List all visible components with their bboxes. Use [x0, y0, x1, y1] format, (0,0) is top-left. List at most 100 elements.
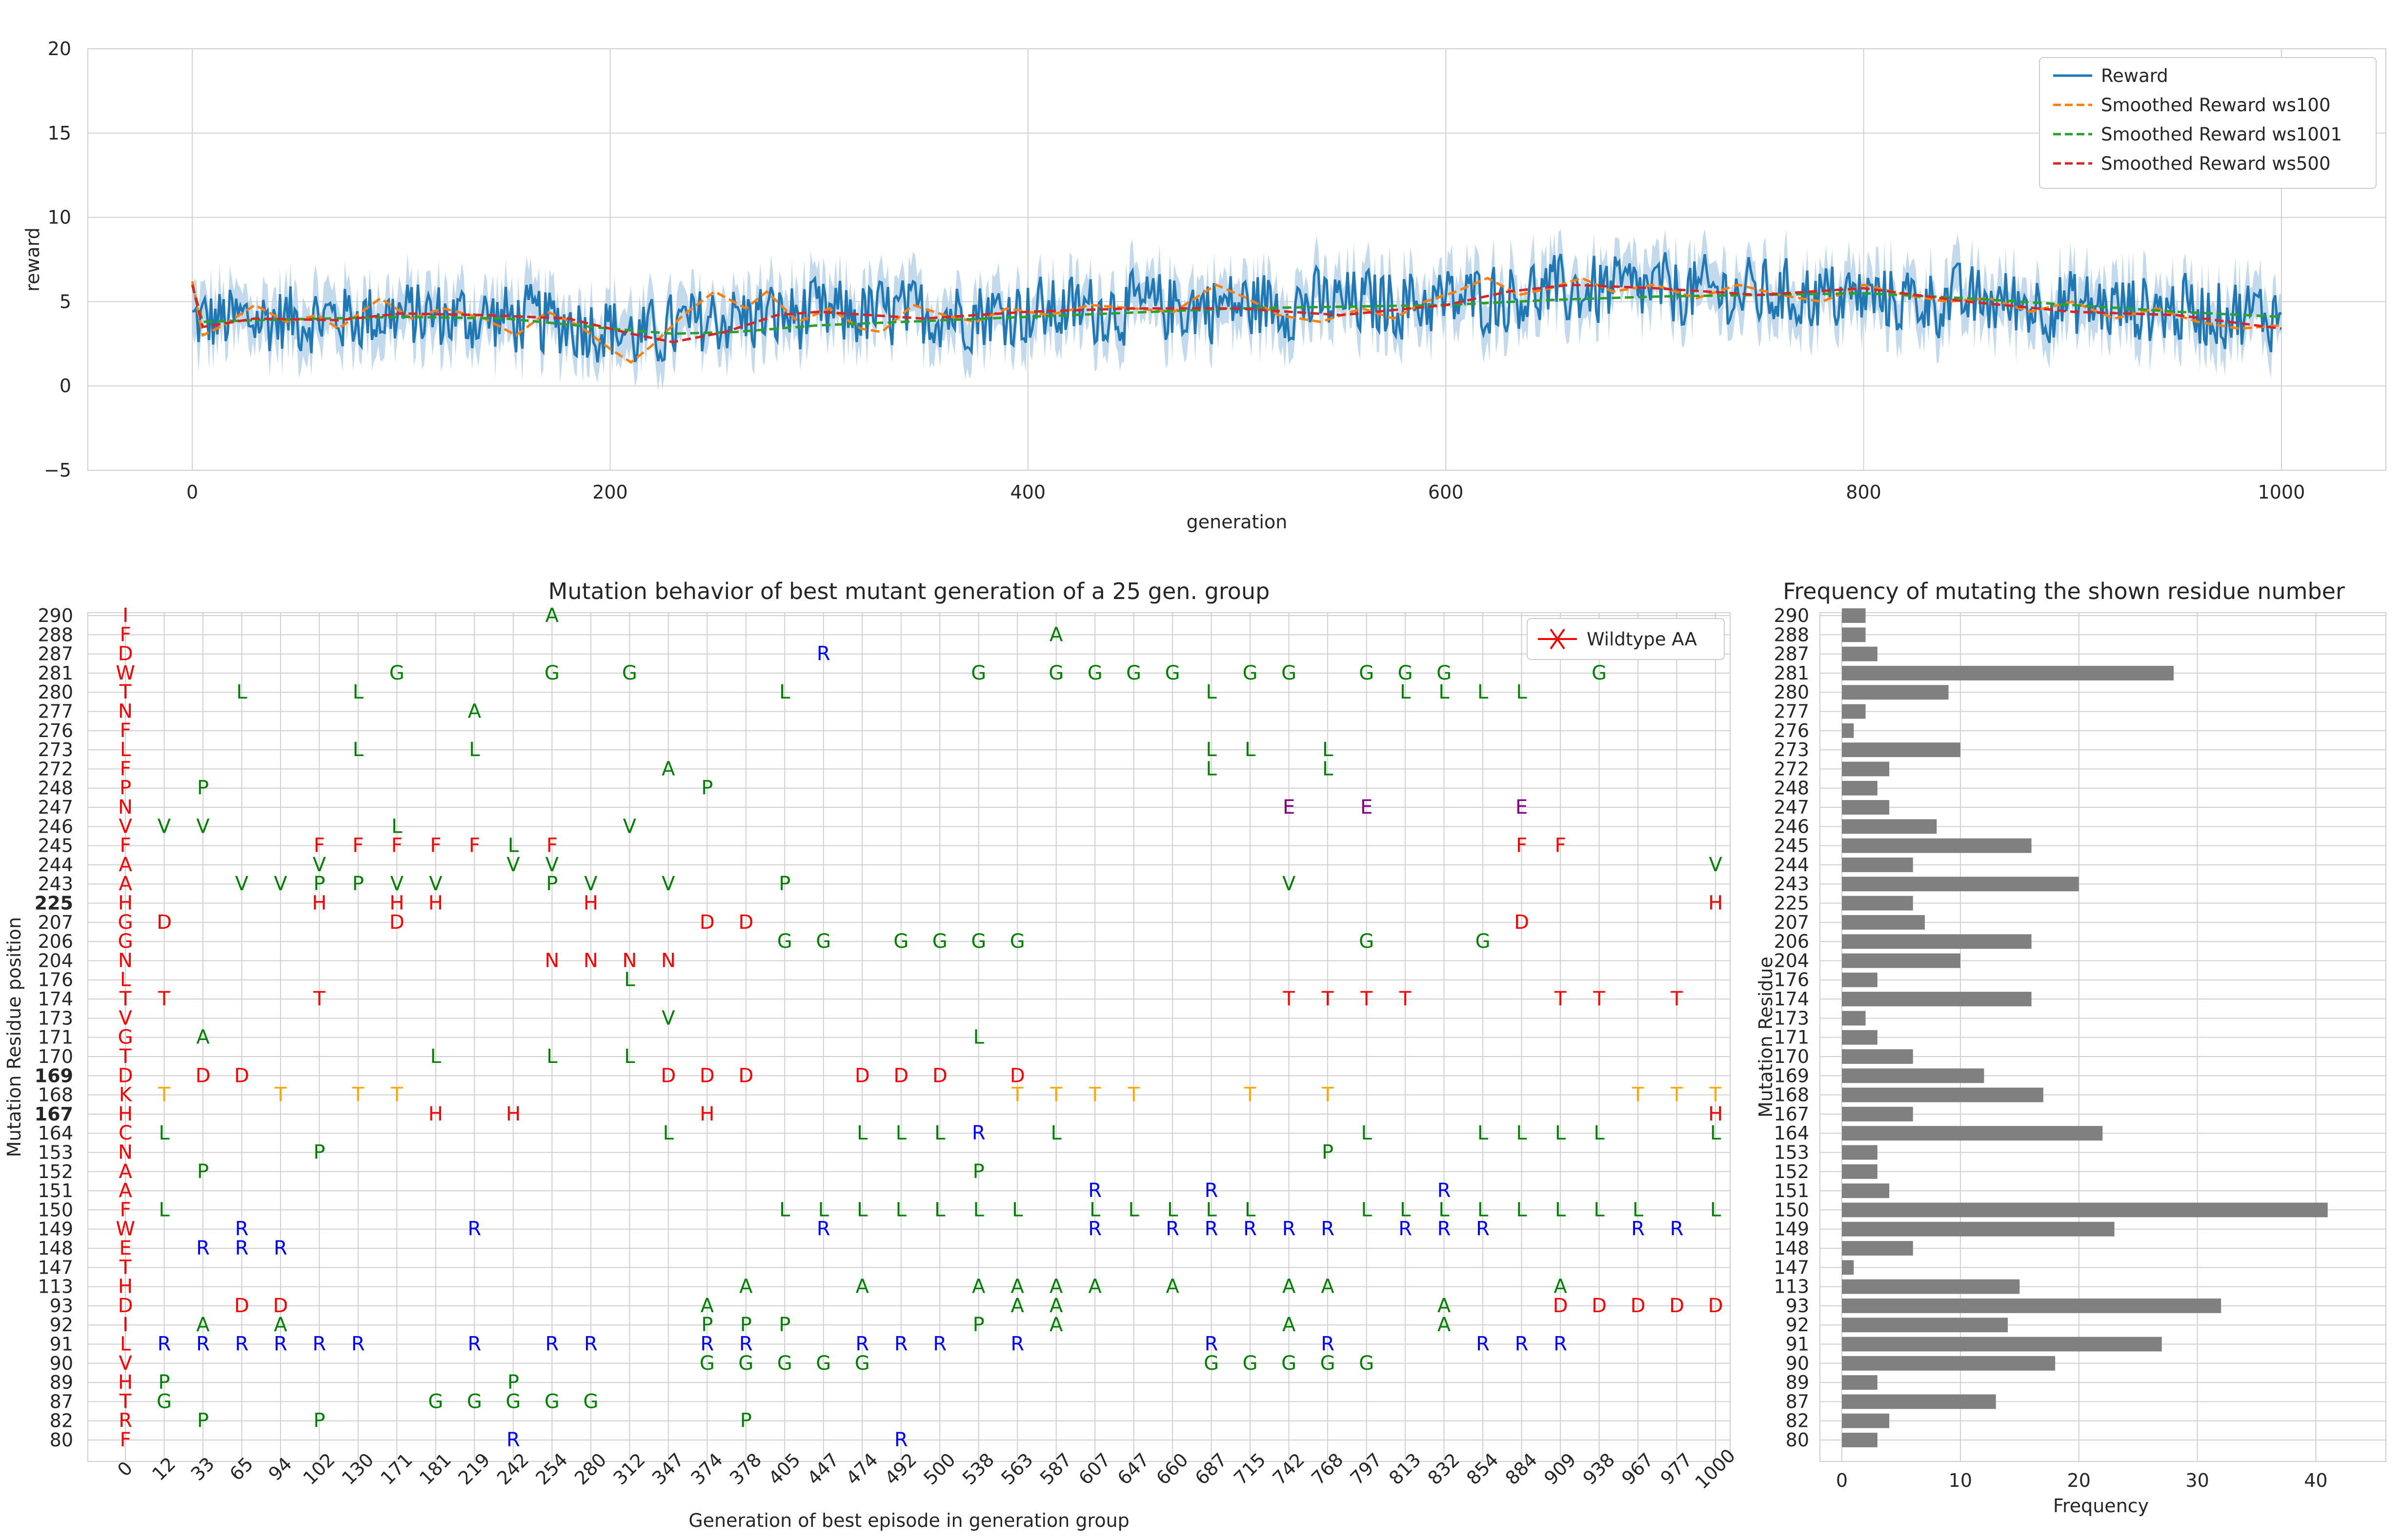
frequency-bar: [1842, 1394, 1996, 1409]
wildtype-letter: A: [119, 1180, 132, 1202]
mutation-ytick: 167: [35, 1103, 73, 1125]
frequency-bar: [1842, 704, 1866, 719]
mutation-letter: R: [700, 1333, 714, 1355]
mutation-ytick: 272: [38, 758, 73, 780]
mutation-letter: T: [1360, 988, 1373, 1010]
frequency-ytick: 287: [1774, 643, 1809, 665]
mutation-letter: A: [1050, 1276, 1063, 1298]
frequency-ytick: 113: [1774, 1276, 1809, 1298]
frequency-bar: [1842, 1413, 1890, 1428]
mutation-letter: G: [1204, 1352, 1219, 1375]
reward-ylabel: reward: [22, 227, 43, 292]
mutation-letter: R: [1398, 1218, 1412, 1240]
mutation-letter: R: [196, 1237, 210, 1260]
frequency-ytick: 170: [1774, 1046, 1809, 1067]
mutation-letter: R: [1088, 1180, 1102, 1202]
mutation-letter: L: [1361, 1199, 1372, 1221]
mutation-letter: R: [196, 1333, 210, 1355]
mutation-letter: R: [1282, 1218, 1296, 1240]
mutation-legend-box: [1527, 618, 1725, 660]
wildtype-letter: T: [119, 1390, 132, 1413]
mutation-letter: G: [622, 662, 637, 684]
mutation-letter: A: [856, 1276, 869, 1298]
frequency-ytick: 204: [1774, 950, 1809, 971]
mutation-letter: L: [1633, 1199, 1644, 1221]
wildtype-letter: H: [118, 892, 133, 915]
mutation-letter: L: [1516, 1199, 1527, 1221]
mutation-letter: T: [1670, 1084, 1683, 1106]
frequency-bar: [1842, 896, 1913, 911]
mutation-letter: A: [1554, 1276, 1567, 1298]
mutation-letter: L: [1322, 758, 1333, 780]
mutation-letter: T: [1709, 1084, 1722, 1106]
frequency-ytick: 168: [1774, 1084, 1809, 1106]
frequency-ytick: 169: [1774, 1065, 1809, 1086]
mutation-letter: L: [159, 1199, 170, 1221]
frequency-ytick: 247: [1774, 797, 1809, 818]
mutation-letter: L: [1206, 1199, 1217, 1221]
mutation-letter: G: [777, 930, 792, 953]
frequency-ytick: 244: [1774, 854, 1809, 876]
mutation-letter: G: [428, 1390, 443, 1413]
mutation-letter: V: [390, 873, 404, 895]
wildtype-letter: I: [122, 1314, 128, 1336]
frequency-xtick: 40: [2304, 1470, 2327, 1491]
frequency-ytick: 206: [1774, 931, 1809, 952]
mutation-letter: L: [1322, 739, 1333, 761]
frequency-ytick: 272: [1774, 758, 1809, 780]
mutation-letter: H: [428, 892, 443, 915]
frequency-chart: Frequency of mutating the shown residue …: [1755, 578, 2386, 1517]
wildtype-letter: V: [119, 1352, 132, 1375]
mutation-letter: V: [429, 873, 443, 895]
mutation-letter: G: [1243, 662, 1258, 684]
wildtype-letter: F: [120, 623, 131, 646]
mutation-letter: A: [274, 1314, 287, 1336]
frequency-bar: [1842, 1011, 1866, 1026]
frequency-ytick: 92: [1786, 1314, 1809, 1336]
mutation-letter: A: [701, 1295, 714, 1317]
reward-ytick: 20: [48, 38, 71, 60]
frequency-bar: [1842, 972, 1877, 987]
mutation-letter: D: [196, 1064, 211, 1087]
mutation-letter: A: [739, 1276, 753, 1298]
mutation-letter: A: [1050, 1314, 1063, 1336]
mutation-ytick: 82: [50, 1410, 73, 1432]
mutation-letter: P: [740, 1410, 752, 1432]
frequency-ytick: 152: [1774, 1161, 1809, 1182]
wildtype-letter: V: [119, 1007, 132, 1029]
reward-xtick: 1000: [2258, 481, 2305, 503]
mutation-letter: A: [1282, 1276, 1296, 1298]
frequency-bar: [1842, 877, 2079, 892]
frequency-ytick: 245: [1774, 835, 1809, 857]
wildtype-letter: P: [120, 777, 131, 800]
mutation-letter: L: [159, 1122, 170, 1144]
mutation-letter: A: [468, 700, 482, 723]
frequency-ytick: 173: [1774, 1007, 1809, 1029]
mutation-letter: G: [816, 930, 831, 953]
mutation-letter: T: [1050, 1084, 1062, 1106]
mutation-letter: R: [1476, 1333, 1490, 1355]
mutation-letter: D: [893, 1064, 908, 1087]
mutation-ytick: 87: [50, 1391, 73, 1412]
mutation-ytick: 244: [38, 854, 73, 876]
wildtype-letter: D: [118, 1064, 133, 1087]
mutation-letter: D: [234, 1295, 249, 1317]
mutation-letter: D: [700, 911, 715, 934]
mutation-xlabel: Generation of best episode in generation…: [688, 1510, 1130, 1531]
mutation-letter: T: [1244, 1084, 1256, 1106]
mutation-letter: P: [197, 777, 209, 800]
mutation-letter: H: [506, 1103, 521, 1125]
wildtype-letter: T: [119, 1045, 132, 1068]
frequency-bar: [1842, 838, 2032, 853]
mutation-letter: P: [701, 777, 713, 800]
mutation-letter: G: [1049, 662, 1064, 684]
wildtype-letter: L: [120, 1333, 131, 1355]
mutation-legend: Wildtype AA: [1527, 618, 1725, 660]
frequency-ytick: 273: [1774, 739, 1809, 760]
mutation-letter: D: [1669, 1295, 1684, 1317]
mutation-letter: L: [1206, 739, 1217, 761]
wildtype-letter: D: [118, 643, 133, 665]
wildtype-letter: G: [118, 930, 133, 953]
mutation-letter: L: [857, 1122, 868, 1144]
wildtype-letter: D: [118, 1295, 133, 1317]
